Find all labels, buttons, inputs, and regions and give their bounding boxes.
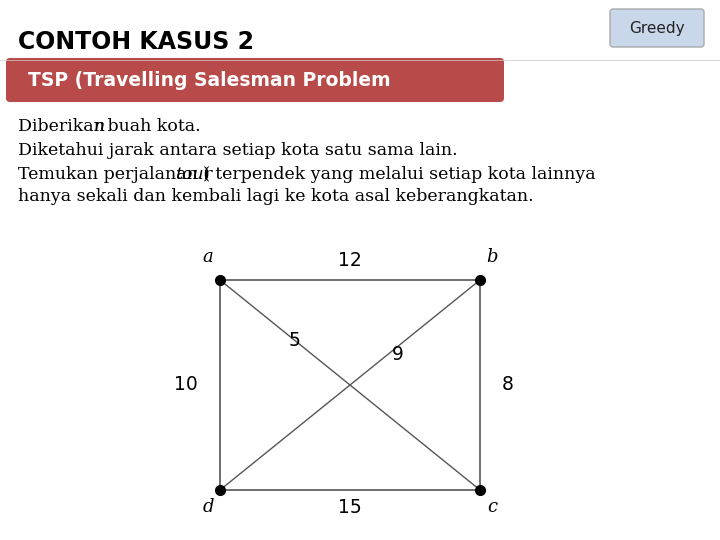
Text: n: n (94, 118, 105, 135)
Text: Diberikan: Diberikan (18, 118, 110, 135)
Text: TSP (Travelling Salesman Problem: TSP (Travelling Salesman Problem (28, 71, 391, 90)
Text: 8: 8 (502, 375, 514, 395)
Text: 12: 12 (338, 251, 362, 270)
Text: Greedy: Greedy (629, 21, 685, 36)
Text: 10: 10 (174, 375, 198, 395)
Text: Diketahui jarak antara setiap kota satu sama lain.: Diketahui jarak antara setiap kota satu … (18, 142, 458, 159)
Text: 15: 15 (338, 498, 362, 517)
Text: buah kota.: buah kota. (102, 118, 201, 135)
FancyBboxPatch shape (6, 58, 504, 102)
Text: b: b (486, 248, 498, 266)
FancyBboxPatch shape (610, 9, 704, 47)
Text: 5: 5 (289, 330, 301, 349)
Text: Temukan perjalanan (: Temukan perjalanan ( (18, 166, 210, 183)
Text: ) terpendek yang melalui setiap kota lainnya: ) terpendek yang melalui setiap kota lai… (203, 166, 595, 183)
Text: CONTOH KASUS 2: CONTOH KASUS 2 (18, 30, 254, 54)
Text: 9: 9 (392, 346, 404, 365)
Text: hanya sekali dan kembali lagi ke kota asal keberangkatan.: hanya sekali dan kembali lagi ke kota as… (18, 188, 534, 205)
Text: c: c (487, 498, 497, 516)
Text: tour: tour (175, 166, 212, 183)
Text: d: d (202, 498, 214, 516)
Text: a: a (202, 248, 213, 266)
